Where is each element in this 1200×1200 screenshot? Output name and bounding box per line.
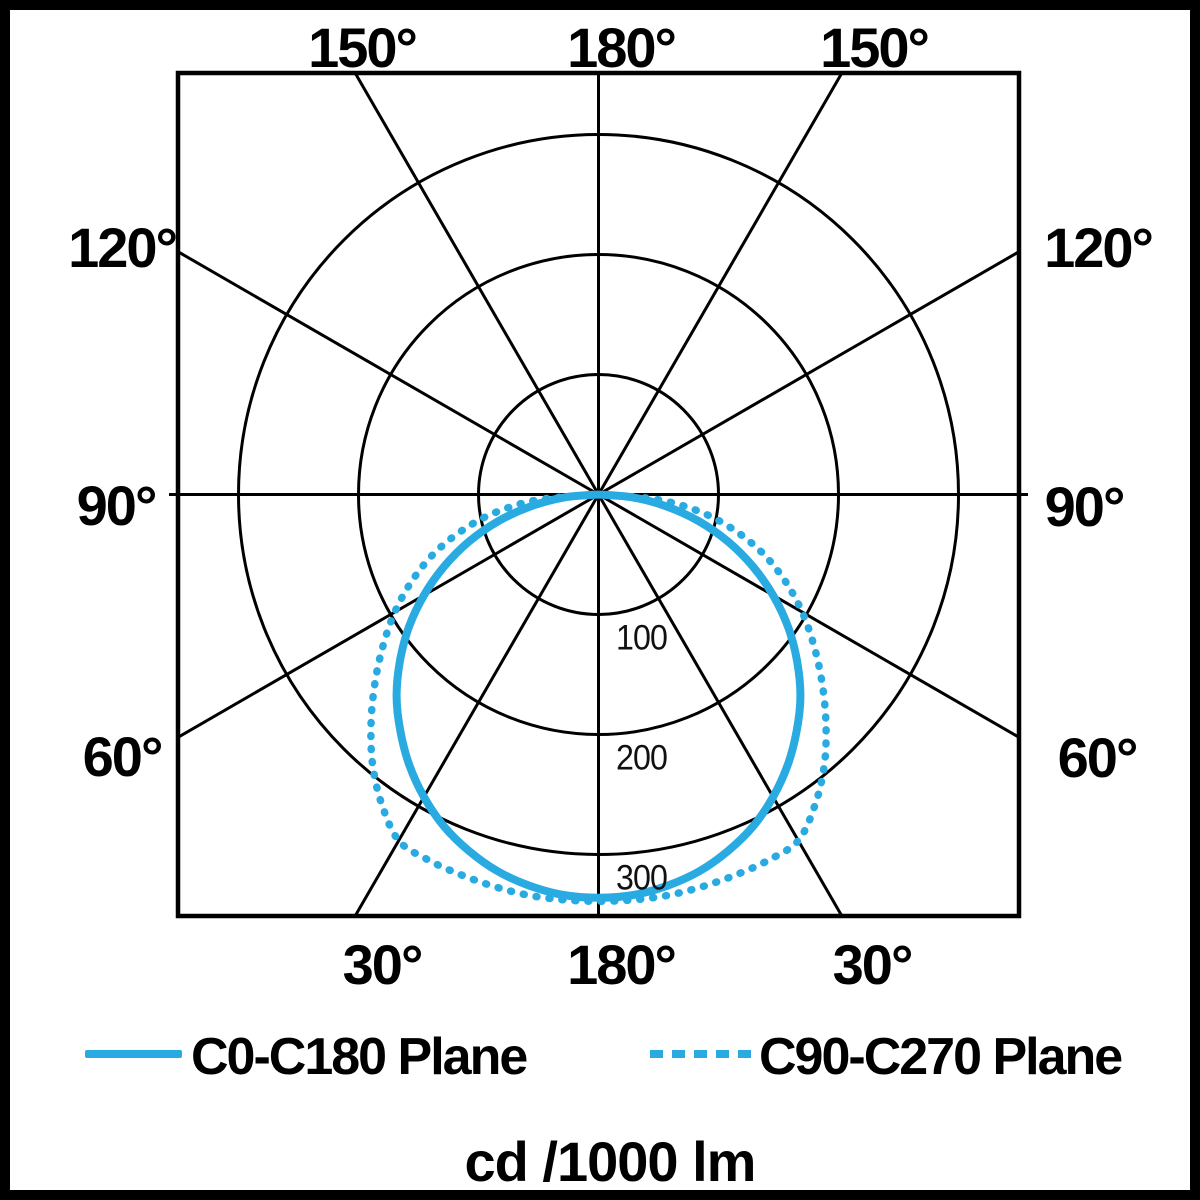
grid-spoke-150 [597,72,844,496]
angle-label-left-90: 90° [76,474,158,537]
curve-c90-c270-plane [367,490,830,906]
grid-spoke-330 [353,493,600,917]
legend-swatch-dashed-line [650,1050,752,1058]
grid-spoke-30 [597,493,844,917]
angle-label-top-left: 150° [308,16,418,79]
polar-chart-canvas [169,70,1028,919]
curve-c0-c180-plane [392,490,805,902]
legend-label-c0-c180: C0-C180 Plane [191,1028,528,1086]
unit-label: cd /1000 lm [464,1130,757,1193]
angle-label-bottom-right: 30° [832,933,914,996]
angle-label-top-center: 180° [567,16,677,79]
legend-label-c90-c270: C90-C270 Plane [759,1028,1123,1086]
grid-spoke-60 [597,493,1020,739]
angle-label-right-60: 60° [1057,726,1139,789]
angle-label-left-60: 60° [82,725,164,788]
angle-label-top-right: 150° [820,16,930,79]
radial-tick-300: 300 [616,858,668,898]
angle-label-left-120: 120° [68,216,178,279]
grid-spoke-240 [177,250,600,496]
angle-label-bottom-center: 180° [567,933,677,996]
angle-label-bottom-left: 30° [342,933,424,996]
plot-frame [175,70,1022,919]
angle-label-right-120: 120° [1044,216,1154,279]
grid-spoke-210 [353,72,600,496]
legend-swatch-solid-line [85,1050,182,1058]
grid-spoke-300 [177,493,600,739]
angle-label-right-90: 90° [1044,475,1126,538]
radial-tick-200: 200 [616,738,668,778]
radial-tick-100: 100 [616,618,668,658]
grid-spoke-120 [597,250,1020,496]
